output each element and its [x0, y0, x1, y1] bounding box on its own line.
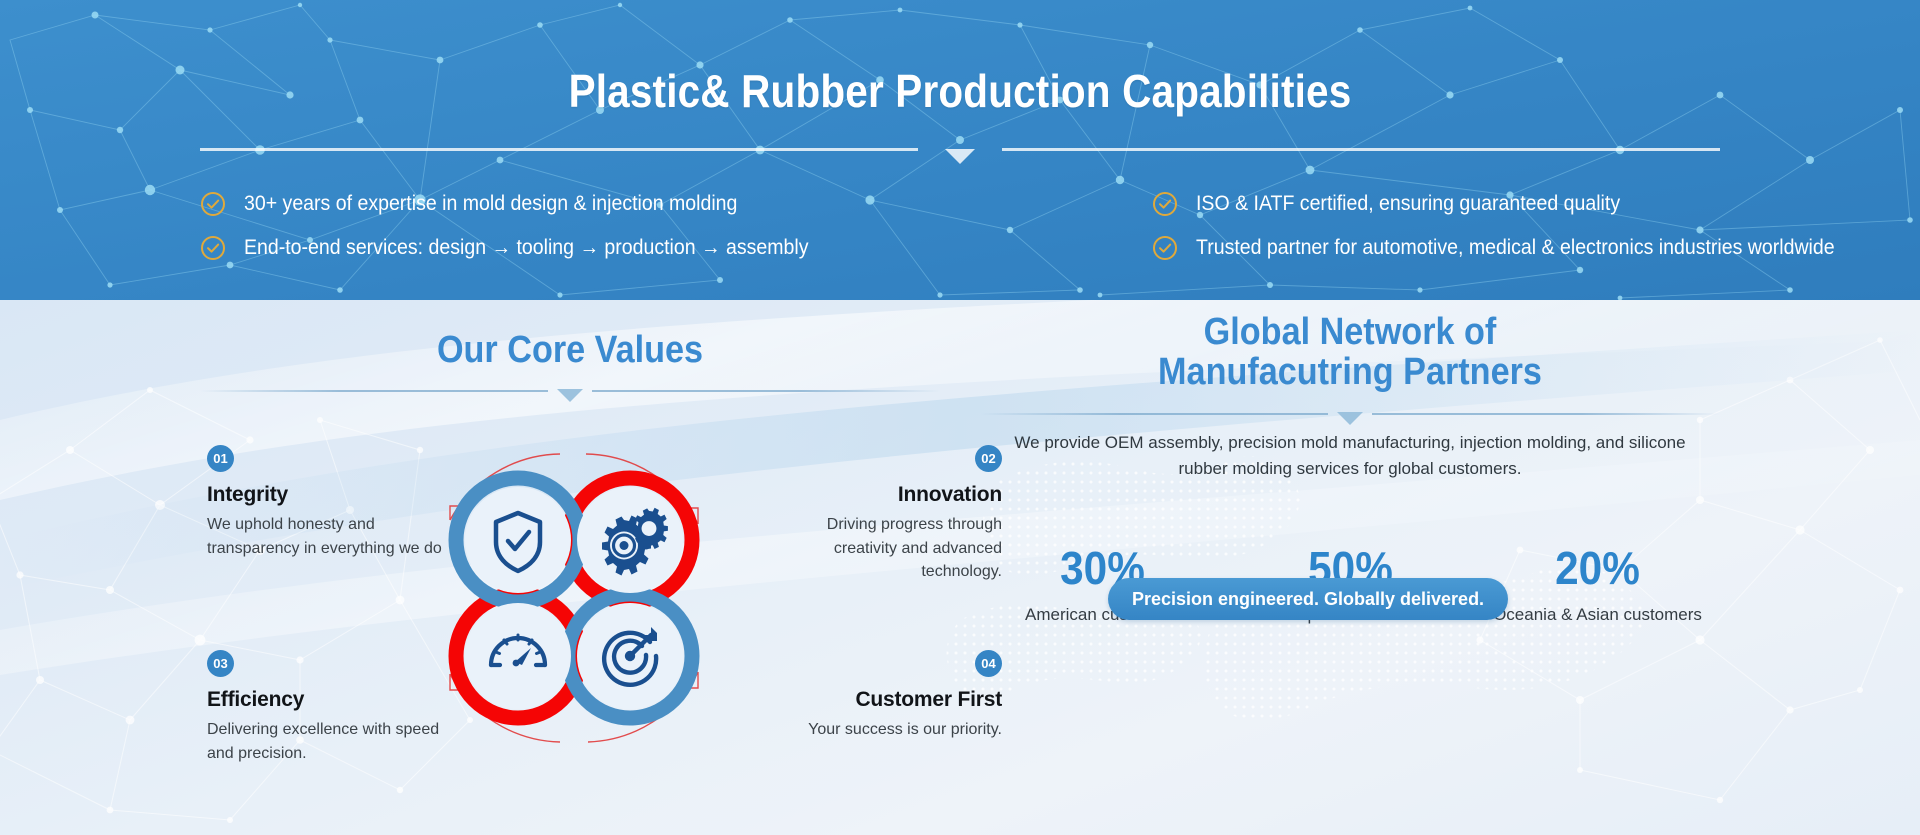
- stat-value: 20%: [1555, 542, 1640, 594]
- value-number-badge: 04: [975, 650, 1002, 677]
- value-title: Innovation: [897, 483, 1002, 506]
- value-description: Driving progress through creativity and …: [826, 516, 1002, 581]
- divider-triangle-icon: [945, 149, 975, 164]
- value-title: Integrity: [207, 483, 289, 506]
- global-network-heading-block: Global Network of Manufacutring Partners: [980, 311, 1720, 425]
- core-value-item-customer-first: 04 Customer First Your success is our pr…: [762, 650, 1002, 742]
- body-section: Our Core Values 01 Integrity We uphold h…: [0, 300, 1920, 835]
- value-number-badge: 03: [207, 650, 234, 677]
- value-title: Customer First: [855, 688, 1002, 711]
- section-title-line1: Global Network of: [1203, 311, 1497, 353]
- core-value-item-efficiency: 03 Efficiency Delivering excellence with…: [207, 650, 447, 765]
- page-title: Plastic& Rubber Production Capabilities: [568, 65, 1352, 117]
- value-number-badge: 02: [975, 445, 1002, 472]
- section-divider: [980, 407, 1720, 425]
- stat-oceania-asian: 20% Oceania & Asian customers: [1490, 545, 1705, 627]
- bullet-text: End-to-end services: design → tooling → …: [244, 236, 809, 259]
- core-value-item-integrity: 01 Integrity We uphold honesty and trans…: [207, 445, 447, 560]
- check-circle-icon: [201, 192, 225, 216]
- value-number-badge: 01: [207, 445, 234, 472]
- cta-button[interactable]: Precision engineered. Globally delivered…: [1108, 578, 1508, 620]
- global-network-intro: We provide OEM assembly, precision mold …: [1014, 433, 1686, 478]
- core-value-item-innovation: 02 Innovation Driving progress through c…: [762, 445, 1002, 584]
- header-bullets: 30+ years of expertise in mold design & …: [200, 182, 1835, 270]
- value-description: Delivering excellence with speed and pre…: [207, 721, 440, 762]
- header-bullets-right: ISO & IATF certified, ensuring guarantee…: [960, 182, 1835, 270]
- divider-triangle-icon: [1337, 411, 1363, 425]
- list-item: End-to-end services: design → tooling → …: [200, 226, 960, 270]
- value-title: Efficiency: [207, 688, 305, 711]
- header-divider: [200, 148, 1720, 164]
- core-values-circle-cluster: [434, 448, 714, 748]
- bullet-text: Trusted partner for automotive, medical …: [1196, 236, 1835, 259]
- divider-triangle-icon: [557, 389, 583, 403]
- check-circle-icon: [201, 236, 225, 260]
- section-divider: [200, 384, 940, 403]
- header-bullets-left: 30+ years of expertise in mold design & …: [200, 182, 960, 270]
- value-description: We uphold honesty and transparency in ev…: [207, 516, 442, 557]
- target-arrow-icon: [601, 627, 659, 687]
- shield-check-icon: [493, 510, 543, 574]
- list-item: Trusted partner for automotive, medical …: [1152, 226, 1835, 270]
- section-title: Our Core Values: [436, 329, 704, 371]
- core-values-heading-block: Our Core Values: [200, 329, 940, 403]
- check-circle-icon: [1153, 192, 1177, 216]
- gears-icon: [602, 507, 668, 576]
- bullet-text: ISO & IATF certified, ensuring guarantee…: [1196, 192, 1621, 215]
- stat-label: Oceania & Asian customers: [1493, 605, 1702, 624]
- value-description: Your success is our priority.: [808, 721, 1002, 738]
- list-item: ISO & IATF certified, ensuring guarantee…: [1152, 182, 1720, 226]
- speedometer-icon: [488, 633, 548, 668]
- list-item: 30+ years of expertise in mold design & …: [200, 182, 960, 226]
- check-circle-icon: [1153, 236, 1177, 260]
- header-banner: Plastic& Rubber Production Capabilities …: [0, 0, 1920, 300]
- section-title-line2: Manufacutring Partners: [1158, 351, 1542, 394]
- bullet-text: 30+ years of expertise in mold design & …: [244, 192, 738, 215]
